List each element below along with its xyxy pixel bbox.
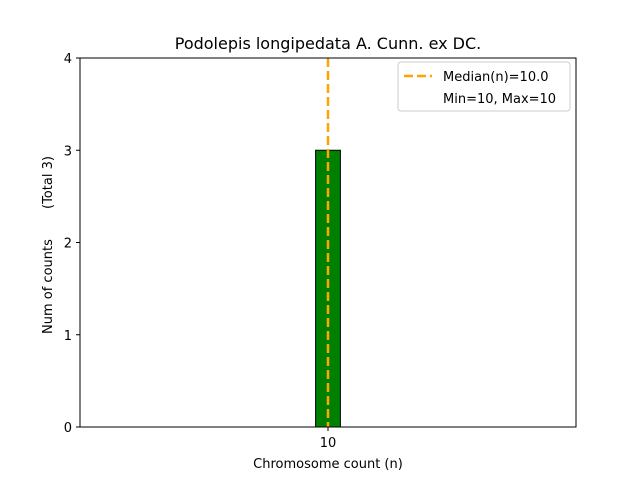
x-axis-label: Chromosome count (n) — [253, 457, 403, 472]
y-tick-label: 0 — [64, 421, 72, 436]
y-axis-total-note: (Total 3) — [41, 156, 56, 209]
y-tick-label: 2 — [64, 237, 72, 252]
y-tick-label: 3 — [64, 144, 72, 159]
y-tick-label: 4 — [64, 52, 72, 67]
plot-area: 0 1 2 3 4 10 — [64, 52, 577, 451]
legend-entry-median: Median(n)=10.0 — [443, 70, 549, 85]
x-tick-label: 10 — [320, 436, 337, 451]
chart-title: Podolepis longipedata A. Cunn. ex DC. — [175, 34, 482, 53]
legend-entry-range: Min=10, Max=10 — [443, 92, 556, 107]
y-axis-label: Num of counts — [41, 239, 56, 334]
y-tick-label: 1 — [64, 329, 72, 344]
legend-box — [397, 61, 571, 112]
legend: Median(n)=10.0 Min=10, Max=10 — [397, 61, 571, 112]
